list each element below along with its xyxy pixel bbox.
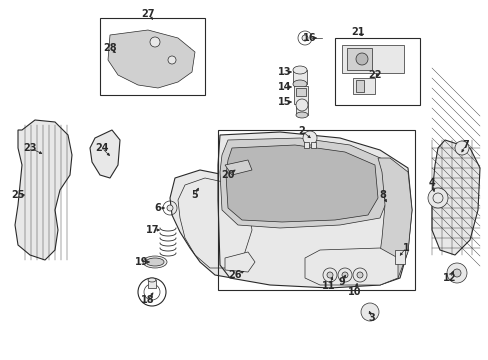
Ellipse shape	[148, 278, 156, 282]
Polygon shape	[224, 252, 254, 272]
Polygon shape	[225, 145, 377, 222]
Polygon shape	[220, 138, 387, 228]
Text: 3: 3	[368, 313, 375, 323]
Polygon shape	[305, 248, 397, 285]
Text: 13: 13	[278, 67, 291, 77]
Text: 27: 27	[141, 9, 154, 19]
Text: 22: 22	[367, 70, 381, 80]
Circle shape	[341, 272, 347, 278]
Circle shape	[427, 188, 447, 208]
Text: 7: 7	[462, 140, 468, 150]
Bar	[355, 80, 363, 92]
Bar	[352, 78, 374, 94]
Circle shape	[352, 268, 366, 282]
Text: 18: 18	[141, 295, 155, 305]
Ellipse shape	[292, 66, 306, 74]
Text: 9: 9	[338, 277, 345, 287]
Text: 19: 19	[135, 257, 148, 267]
Bar	[292, 70, 306, 84]
Bar	[346, 48, 371, 70]
Circle shape	[355, 53, 367, 65]
Bar	[304, 142, 308, 148]
Polygon shape	[15, 120, 72, 260]
Bar	[394, 250, 404, 264]
Text: 15: 15	[278, 97, 291, 107]
Circle shape	[168, 56, 176, 64]
Ellipse shape	[146, 258, 163, 266]
Text: 21: 21	[350, 27, 364, 37]
Text: 28: 28	[103, 43, 117, 53]
Text: 2: 2	[298, 126, 305, 136]
Bar	[310, 142, 315, 148]
Bar	[341, 45, 403, 73]
Text: 12: 12	[442, 273, 456, 283]
Circle shape	[295, 99, 307, 111]
Ellipse shape	[142, 256, 167, 268]
Bar	[293, 86, 307, 104]
Text: 5: 5	[191, 190, 198, 200]
Polygon shape	[431, 140, 479, 255]
Text: 26: 26	[228, 270, 241, 280]
Circle shape	[150, 37, 160, 47]
Text: 25: 25	[11, 190, 25, 200]
Ellipse shape	[292, 80, 306, 88]
Text: 1: 1	[402, 243, 408, 253]
Text: 16: 16	[303, 33, 316, 43]
Text: 6: 6	[154, 203, 161, 213]
Circle shape	[323, 268, 336, 282]
Bar	[334, 38, 419, 105]
Text: 10: 10	[347, 287, 361, 297]
Polygon shape	[218, 132, 411, 288]
Text: 14: 14	[278, 82, 291, 92]
Text: 20: 20	[221, 170, 234, 180]
Bar	[100, 18, 204, 95]
Bar	[148, 280, 156, 288]
Circle shape	[337, 268, 351, 282]
Circle shape	[452, 269, 460, 277]
Circle shape	[454, 141, 468, 155]
Text: 23: 23	[23, 143, 37, 153]
Bar	[218, 130, 414, 290]
Bar	[295, 88, 305, 96]
Circle shape	[167, 205, 173, 211]
Text: 11: 11	[322, 281, 335, 291]
Bar	[295, 105, 307, 115]
Circle shape	[446, 263, 466, 283]
Ellipse shape	[295, 112, 307, 118]
Text: 4: 4	[428, 178, 434, 188]
Circle shape	[360, 303, 378, 321]
Polygon shape	[170, 170, 262, 278]
Polygon shape	[90, 130, 120, 178]
Text: 8: 8	[379, 190, 386, 200]
Circle shape	[303, 131, 316, 145]
Circle shape	[356, 272, 362, 278]
Polygon shape	[108, 30, 195, 88]
Polygon shape	[377, 158, 411, 285]
Circle shape	[302, 35, 307, 41]
Text: 24: 24	[95, 143, 108, 153]
Circle shape	[326, 272, 332, 278]
Text: 17: 17	[146, 225, 160, 235]
Polygon shape	[224, 160, 251, 175]
